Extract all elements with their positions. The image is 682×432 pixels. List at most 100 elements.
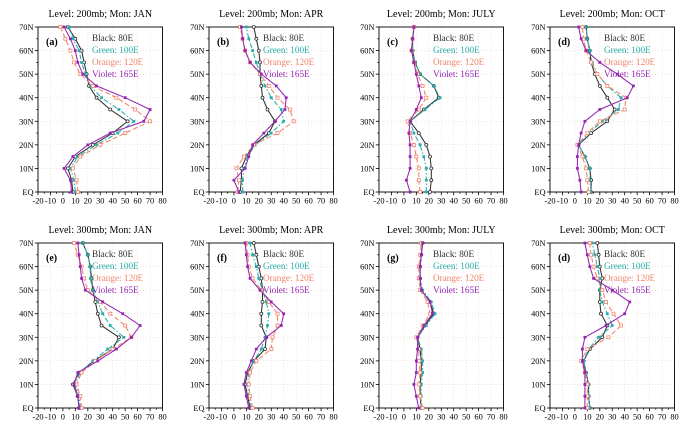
- legend-entry: Orange: 120E: [604, 57, 656, 67]
- legend-entry: Black: 80E: [263, 249, 304, 259]
- chart-panel-d: -20 -10 0 10 20 30 40 50 60 70 80 EQ 10N 20N 30N 40N 50N…: [531, 9, 679, 206]
- svg-text:60N: 60N: [19, 47, 33, 56]
- svg-text:70N: 70N: [190, 23, 204, 32]
- svg-text:80: 80: [499, 413, 507, 422]
- svg-text:10N: 10N: [19, 164, 33, 173]
- svg-text:60N: 60N: [360, 47, 374, 56]
- svg-text:EQ: EQ: [193, 404, 204, 413]
- svg-text:30N: 30N: [19, 333, 33, 342]
- legend-entry: Violet: 165E: [92, 285, 139, 295]
- series-165E: [242, 241, 285, 410]
- svg-text:40N: 40N: [531, 310, 545, 319]
- svg-text:80: 80: [499, 197, 507, 206]
- svg-text:80: 80: [158, 197, 166, 206]
- svg-text:80: 80: [158, 413, 166, 422]
- legend-entry: Violet: 165E: [92, 69, 139, 79]
- panel-title: Level: 200mb; Mon: JAN: [48, 9, 152, 20]
- svg-text:10N: 10N: [360, 164, 374, 173]
- chart-panel-a: -20 -10 0 10 20 30 40 50 60 70 80 EQ 10N 20N 30N 40N 50N…: [19, 9, 167, 206]
- panel-title: Level: 300mb; Mon: JULY: [387, 225, 496, 236]
- x-axis: -20 -10 0 10 20 30 40 50 60 70 80: [32, 192, 167, 206]
- legend-entry: Black: 80E: [433, 249, 474, 259]
- svg-text:80: 80: [670, 197, 678, 206]
- legend-entry: Orange: 120E: [604, 273, 656, 283]
- svg-text:10: 10: [71, 197, 79, 206]
- svg-text:40N: 40N: [190, 310, 204, 319]
- svg-text:10: 10: [242, 197, 250, 206]
- legend-entry: Black: 80E: [433, 33, 474, 43]
- svg-text:20: 20: [84, 197, 92, 206]
- svg-text:10N: 10N: [531, 380, 545, 389]
- svg-text:10N: 10N: [531, 164, 545, 173]
- series-165E: [405, 25, 423, 194]
- panel-label: (d): [558, 253, 570, 264]
- legend-entry: Green: 100E: [92, 261, 139, 271]
- svg-text:10N: 10N: [190, 380, 204, 389]
- panel-label: (b): [217, 37, 229, 48]
- svg-text:20N: 20N: [190, 357, 204, 366]
- legend: Black: 80E Green: 100E Orange: 120E Violet:…: [604, 249, 656, 295]
- x-axis: -20 -10 0 10 20 30 40 50 60 70 80: [373, 408, 508, 422]
- x-axis: -20 -10 0 10 20 30 40 50 60 70 80: [203, 408, 337, 422]
- legend-entry: Green: 100E: [604, 261, 651, 271]
- panel-a: -20 -10 0 10 20 30 40 50 60 70 80 EQ 10N 20N 30N 40N 50N…: [0, 0, 171, 216]
- legend: Black: 80E Green: 100E Orange: 120E Violet:…: [433, 33, 485, 79]
- svg-text:70: 70: [146, 413, 154, 422]
- svg-text:70: 70: [657, 197, 665, 206]
- series-165E: [575, 25, 635, 194]
- svg-text:50: 50: [291, 197, 299, 206]
- panel-title: Level: 300mb; Mon: APR: [219, 225, 324, 236]
- x-axis: -20 -10 0 10 20 30 40 50 60 70 80: [544, 192, 678, 206]
- svg-text:40N: 40N: [19, 310, 33, 319]
- y-axis: EQ 10N 20N 30N 40N 50N 60N 70N: [531, 239, 550, 413]
- legend-entry: Green: 100E: [92, 45, 139, 55]
- panel-label: (c): [387, 37, 398, 48]
- svg-text:EQ: EQ: [363, 188, 374, 197]
- legend-entry: Green: 100E: [433, 45, 480, 55]
- svg-text:70: 70: [316, 197, 324, 206]
- legend-entry: Orange: 120E: [263, 273, 315, 283]
- svg-text:60: 60: [645, 197, 653, 206]
- chart-panel-c: -20 -10 0 10 20 30 40 50 60 70 80 EQ 10N 20N 30N 40N 50N…: [360, 9, 508, 206]
- legend: Black: 80E Green: 100E Orange: 120E Violet:…: [92, 249, 144, 295]
- svg-text:70N: 70N: [19, 239, 33, 248]
- svg-text:60N: 60N: [190, 263, 204, 272]
- svg-text:40: 40: [279, 413, 287, 422]
- svg-text:20: 20: [84, 413, 92, 422]
- series-165E: [72, 241, 142, 410]
- svg-text:50: 50: [462, 197, 470, 206]
- svg-text:70: 70: [657, 413, 665, 422]
- svg-text:70: 70: [487, 197, 495, 206]
- svg-text:50: 50: [291, 413, 299, 422]
- svg-text:60N: 60N: [531, 47, 545, 56]
- svg-text:-10: -10: [386, 197, 397, 206]
- legend: Black: 80E Green: 100E Orange: 120E Violet:…: [92, 33, 144, 79]
- chart-panel-b: -20 -10 0 10 20 30 40 50 60 70 80 EQ 10N 20N 30N 40N 50N…: [190, 9, 338, 206]
- legend-entry: Green: 100E: [433, 261, 480, 271]
- svg-text:50N: 50N: [19, 70, 33, 79]
- svg-text:20: 20: [595, 197, 603, 206]
- svg-text:30: 30: [267, 413, 275, 422]
- svg-text:70N: 70N: [531, 239, 545, 248]
- y-axis: EQ 10N 20N 30N 40N 50N 60N 70N: [19, 239, 38, 413]
- svg-text:10N: 10N: [190, 164, 204, 173]
- legend-entry: Violet: 165E: [263, 69, 310, 79]
- panel-title: Level: 200mb; Mon: OCT: [559, 9, 664, 20]
- x-axis: -20 -10 0 10 20 30 40 50 60 70 80: [373, 192, 508, 206]
- series-120E: [58, 25, 153, 194]
- legend: Black: 80E Green: 100E Orange: 120E Violet:…: [604, 33, 656, 79]
- y-axis: EQ 10N 20N 30N 40N 50N 60N 70N: [190, 239, 209, 413]
- legend-entry: Violet: 165E: [433, 285, 480, 295]
- svg-text:EQ: EQ: [22, 404, 33, 413]
- svg-text:-10: -10: [556, 197, 567, 206]
- y-axis: EQ 10N 20N 30N 40N 50N 60N 70N: [19, 23, 38, 197]
- svg-text:-10: -10: [215, 197, 226, 206]
- svg-text:70N: 70N: [531, 23, 545, 32]
- panel-g: -20 -10 0 10 20 30 40 50 60 70 80 EQ 10N 20N 30N 40N 50N…: [341, 216, 512, 432]
- svg-text:-20: -20: [544, 413, 555, 422]
- svg-text:-20: -20: [32, 413, 43, 422]
- legend-entry: Orange: 120E: [92, 57, 144, 67]
- panel-f: -20 -10 0 10 20 30 40 50 60 70 80 EQ 10N 20N 30N 40N 50N…: [171, 216, 342, 432]
- svg-text:80: 80: [670, 413, 678, 422]
- svg-text:50N: 50N: [360, 70, 374, 79]
